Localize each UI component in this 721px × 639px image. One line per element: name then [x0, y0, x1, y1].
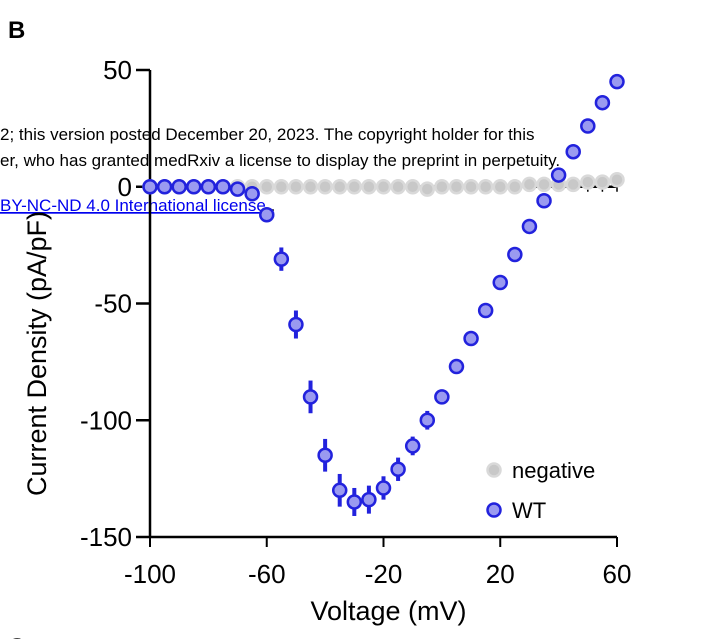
data-point	[273, 251, 290, 267]
data-point	[521, 218, 538, 235]
chart-axes: -150 -100 -50 0 50 -100 -60 -20 20 60	[80, 55, 632, 589]
data-point	[259, 207, 275, 223]
data-point	[580, 174, 596, 190]
data-point	[361, 179, 377, 195]
data-point	[609, 73, 625, 90]
data-point	[521, 176, 538, 193]
data-point	[317, 179, 333, 195]
license-link[interactable]: BY-NC-ND 4.0 International license	[0, 196, 266, 215]
data-point	[142, 179, 158, 195]
data-point	[550, 167, 567, 183]
data-point	[390, 461, 406, 478]
data-point	[404, 179, 421, 195]
data-point	[390, 179, 406, 195]
data-point	[200, 179, 217, 195]
y-tick-label: -50	[94, 289, 132, 319]
data-point	[448, 179, 465, 195]
y-axis-label: Current Density (pA/pF)	[22, 211, 52, 496]
data-point	[463, 330, 479, 347]
data-point	[419, 181, 436, 197]
watermark-line-2-text: er, who has granted medRxiv a license to…	[0, 151, 560, 170]
data-point	[477, 302, 494, 319]
data-point	[507, 179, 523, 195]
data-point	[244, 186, 260, 202]
legend-label: WT	[512, 498, 546, 523]
data-point	[609, 171, 625, 188]
data-point	[404, 438, 421, 454]
watermark-line-1-text: 2; this version posted December 20, 2023…	[0, 125, 535, 144]
data-point	[229, 181, 246, 197]
data-point	[492, 274, 508, 291]
data-point	[273, 179, 290, 195]
data-point	[302, 179, 319, 195]
data-point	[580, 118, 596, 134]
data-point	[448, 358, 465, 375]
data-point	[536, 176, 552, 193]
data-point	[288, 179, 304, 195]
x-tick-label: 60	[603, 559, 632, 589]
data-point	[346, 494, 363, 510]
data-point	[215, 179, 231, 195]
panel-label: B	[8, 17, 25, 44]
x-tick-label: -100	[124, 559, 176, 589]
data-point	[331, 179, 348, 195]
data-point	[171, 179, 187, 195]
legend-item: WT	[486, 498, 546, 523]
data-point	[346, 179, 363, 195]
next-panel-label: C	[8, 634, 25, 639]
watermark-line-1: 2; this version posted December 20, 2023…	[0, 125, 535, 144]
chart-legend: negative WT	[486, 458, 595, 523]
y-tick-label: -100	[80, 405, 132, 435]
data-point	[288, 316, 304, 333]
watermark-line-3-suffix: .	[266, 196, 275, 215]
x-tick-label: -60	[248, 559, 286, 589]
x-axis-label: Voltage (mV)	[310, 596, 466, 626]
watermark-line-3: BY-NC-ND 4.0 International license .	[0, 196, 275, 215]
data-point	[419, 412, 436, 428]
data-point	[507, 246, 523, 263]
data-point	[594, 174, 611, 190]
data-point	[259, 179, 275, 195]
data-point	[375, 179, 392, 195]
data-point	[434, 389, 450, 405]
x-tick-label: -20	[365, 559, 403, 589]
data-point	[594, 94, 611, 111]
legend-item: negative	[486, 458, 595, 483]
data-point	[536, 193, 552, 209]
data-point	[186, 179, 202, 195]
y-tick-label: -150	[80, 522, 132, 552]
data-point	[463, 179, 479, 195]
data-point	[375, 480, 392, 496]
series-layer	[142, 73, 625, 516]
x-tick-label: 20	[486, 559, 515, 589]
data-point	[361, 491, 377, 508]
data-point	[156, 179, 173, 195]
preprint-watermark: 2; this version posted December 20, 2023…	[0, 125, 560, 215]
data-point	[565, 176, 581, 193]
data-point	[492, 179, 508, 195]
y-tick-label: 0	[118, 172, 132, 202]
data-point	[331, 482, 348, 499]
data-point	[565, 143, 581, 160]
data-point	[434, 179, 450, 195]
legend-marker	[486, 502, 502, 518]
legend-marker	[486, 462, 502, 478]
data-point	[477, 179, 494, 195]
y-tick-label: 50	[103, 55, 132, 85]
data-point	[317, 447, 333, 464]
legend-label: negative	[512, 458, 595, 483]
series-wt	[142, 73, 625, 516]
data-point	[302, 389, 319, 405]
watermark-line-2: er, who has granted medRxiv a license to…	[0, 151, 560, 170]
